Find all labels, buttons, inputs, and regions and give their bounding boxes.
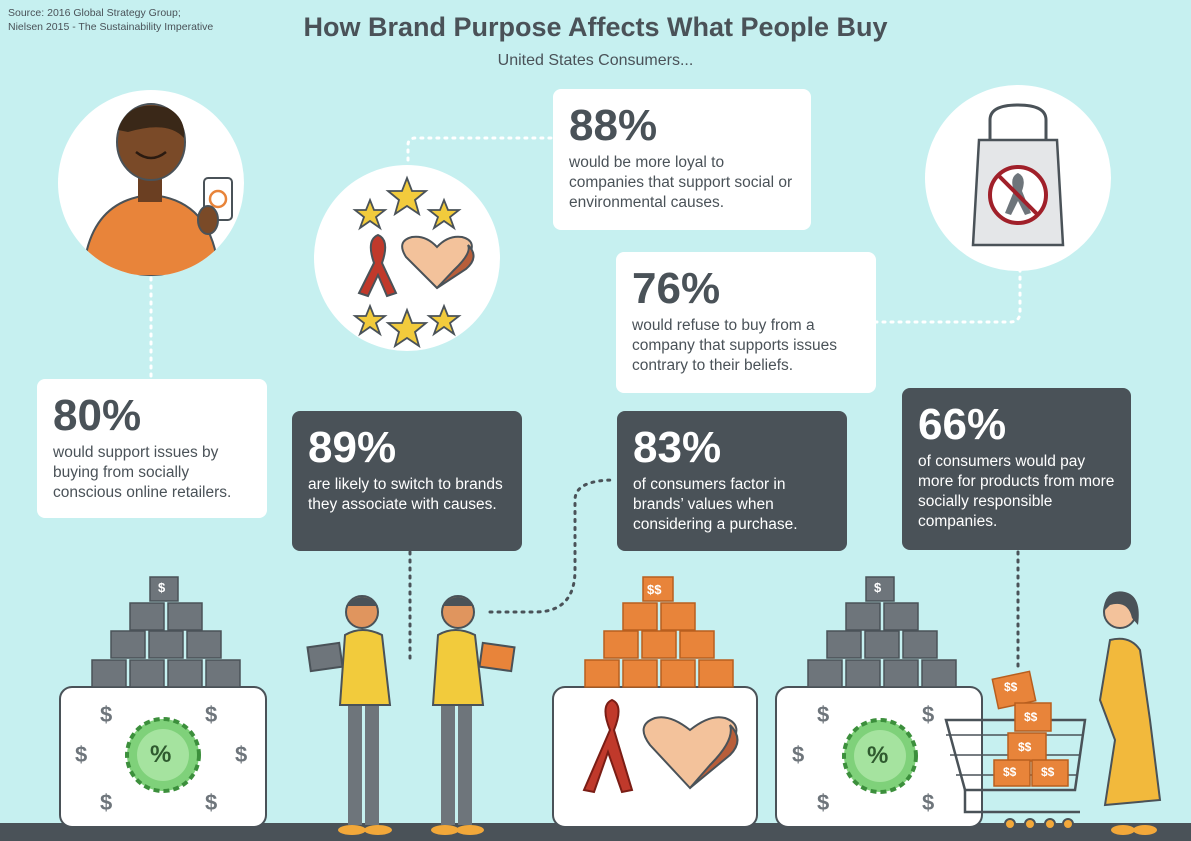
stat-card-83: 83% of consumers factor in brands’ value…: [617, 411, 847, 551]
stat-description: would refuse to buy from a company that …: [632, 317, 838, 374]
cart-box-label: $$: [1018, 740, 1032, 754]
dollar-label: $: [874, 580, 882, 595]
gray-block-pyramid-left: [91, 576, 241, 688]
stat-percent: 66%: [918, 400, 1007, 449]
stat-description: of consumers factor in brands’ values wh…: [633, 476, 798, 533]
page-subtitle: United States Consumers...: [497, 52, 694, 69]
shopping-bag-no-ribbon-icon: [971, 103, 1065, 247]
orange-block-pyramid: [584, 576, 734, 688]
stars-ribbon-circle: [314, 165, 500, 351]
stat-percent: 89%: [308, 423, 397, 472]
stat-card-89: 89% are likely to switch to brands they …: [292, 411, 522, 551]
stat-percent: 88%: [569, 101, 658, 150]
stat-description: would be more loyal to companies that su…: [569, 154, 793, 211]
two-shoppers-illustration: [306, 595, 516, 835]
stat-card-80: 80% would support issues by buying from …: [37, 379, 267, 518]
stat-card-76: 76% would refuse to buy from a company t…: [616, 252, 876, 393]
cart-box-label: $$: [1024, 710, 1038, 724]
source-line-2: Nielsen 2015 - The Sustainability Impera…: [8, 21, 214, 33]
dark-connectors: [408, 478, 1020, 674]
source-citation: Source: 2016 Global Strategy Group; Niel…: [8, 6, 248, 34]
dollar-sign-icon: $: [922, 702, 935, 727]
cart-box-label: $$: [1041, 765, 1055, 779]
dollar-sign-icon: $: [100, 790, 113, 815]
ribbon-handshake-stars-icon: [352, 175, 475, 349]
stat-description: would support issues by buying from soci…: [53, 444, 232, 501]
gray-block-pyramid-right: [807, 576, 957, 688]
shopper-with-cart-illustration: [944, 591, 1162, 835]
percent-sign-icon: %: [867, 742, 889, 769]
dollar-sign-icon: $: [817, 790, 830, 815]
cart-box-label: $$: [1004, 680, 1018, 694]
awareness-ribbon-icon: [582, 698, 634, 794]
stat-percent: 76%: [632, 264, 721, 313]
dollar-sign-icon: $: [792, 742, 805, 767]
dollar-label: $: [158, 580, 166, 595]
pedestal-center: [552, 576, 758, 828]
dollar-sign-icon: $: [235, 742, 248, 767]
stat-card-88: 88% would be more loyal to companies tha…: [553, 89, 811, 230]
page-title: How Brand Purpose Affects What People Bu…: [303, 12, 888, 42]
dotted-connectors: [149, 136, 1022, 382]
stat-description: of consumers would pay more for products…: [918, 453, 1115, 530]
dollar-sign-icon: $: [75, 742, 88, 767]
source-line-1: Source: 2016 Global Strategy Group;: [8, 7, 181, 19]
double-dollar-label: $$: [647, 582, 662, 597]
stat-percent: 80%: [53, 391, 142, 440]
percent-sign-icon: %: [150, 741, 172, 768]
pedestal-right: [775, 576, 983, 828]
stat-card-66: 66% of consumers would pay more for prod…: [902, 388, 1131, 550]
dollar-sign-icon: $: [100, 702, 113, 727]
person-with-phone-icon: [81, 103, 233, 276]
dollar-sign-icon: $: [205, 702, 218, 727]
stat-percent: 83%: [633, 423, 722, 472]
dollar-sign-icon: $: [205, 790, 218, 815]
stat-description: are likely to switch to brands they asso…: [308, 476, 503, 513]
dollar-sign-icon: $: [922, 790, 935, 815]
cart-box-label: $$: [1003, 765, 1017, 779]
pedestal-left: [59, 576, 267, 828]
shopping-bag-circle: [925, 85, 1111, 271]
person-phone-circle: [58, 90, 244, 276]
handshake-heart-icon: [642, 716, 738, 790]
dollar-sign-icon: $: [817, 702, 830, 727]
